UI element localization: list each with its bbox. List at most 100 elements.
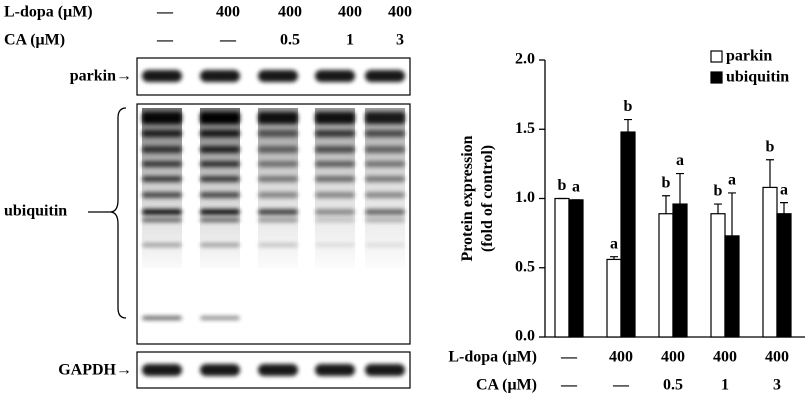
condition-label: 1 [346,32,354,49]
legend-swatch [710,71,723,84]
bar [762,186,778,338]
band [315,243,355,247]
legend-label: parkin [726,48,772,65]
band [142,364,182,376]
band [142,192,182,198]
bar [776,213,792,338]
y-axis-title: Protein expression (fold of control) [459,135,496,261]
row-label: L-dopa (μM) [4,4,93,21]
band [258,161,298,167]
band [200,192,240,198]
bar-chart: 0.0 0.5 1.0 1.5 2.0 Protein expression (fold o… [448,48,805,394]
significance-letter: b [766,138,775,155]
bar [620,131,636,338]
band [258,192,298,198]
x-row-label: L-dopa (μM) [448,349,537,366]
band [258,364,298,376]
band [142,218,182,222]
x-row-label: CA (μM) [476,377,537,394]
band [142,176,182,182]
legend-swatch [710,50,723,63]
panel-label: ubiquitin [4,203,67,220]
condition-label: 400 [388,4,412,21]
band [365,70,405,82]
band [258,146,298,153]
significance-letter: a [780,181,788,198]
significance-letter: b [714,183,723,200]
x-tick-label: 1 [721,377,729,394]
band [142,112,182,124]
band [200,364,240,376]
band [365,364,405,376]
x-tick-label: — [560,377,578,394]
condition-label: 400 [338,4,362,21]
band [315,161,355,167]
band [315,364,355,376]
band [315,209,355,215]
band [315,112,355,124]
brace [109,107,127,319]
band [142,70,182,82]
band [315,218,355,222]
condition-label: — [219,32,237,49]
band [365,112,405,124]
band [200,176,240,182]
condition-label: — [156,32,174,49]
band [142,316,182,320]
band [315,146,355,153]
significance-letter: a [728,172,736,189]
y-tick-label: 1.0 [515,189,535,206]
band [365,218,405,222]
panel-label: parkin→ [70,68,132,85]
y-tick-label: 2.0 [515,51,535,68]
band [142,146,182,153]
western-blot: parkin→ ubiquitin GAPDH→ L-dopa (μM) — 400… [4,4,412,389]
x-tick-label: — [612,377,630,394]
band [258,209,298,215]
bar [710,213,726,338]
error-bar [780,202,788,214]
band [200,112,240,124]
band [258,112,298,124]
y-axis-title-line: (fold of control) [479,145,496,252]
band [315,70,355,82]
bar [672,203,688,338]
significance-letter: a [610,235,618,252]
error-bar [662,195,670,214]
x-tick-label: 400 [661,349,685,366]
error-bar [728,192,736,236]
band [258,70,298,82]
band [315,176,355,182]
band [200,130,240,137]
band [200,316,240,320]
x-tick-label: — [560,349,578,366]
significance-letter: b [558,177,567,194]
y-tick-label: 0.5 [515,258,535,275]
x-tick-label: 400 [609,349,633,366]
condition-label: 400 [278,4,302,21]
significance-letter: b [662,174,671,191]
error-bar [676,172,684,205]
band [258,243,298,247]
band [142,243,182,247]
significance-letter: a [676,152,684,169]
band [200,243,240,247]
error-bar [624,118,632,133]
band [142,161,182,167]
bar [658,213,674,338]
significance-letter: a [572,179,580,196]
band [258,218,298,222]
x-tick-label: 400 [713,349,737,366]
error-bar [610,256,618,260]
band [200,209,240,215]
bar [606,258,622,338]
significance-letter: b [624,98,633,115]
band [258,176,298,182]
band [365,243,405,247]
band [258,130,298,137]
y-tick-label: 0.0 [515,328,535,345]
condition-label: 0.5 [280,32,300,49]
condition-label: 400 [216,4,240,21]
y-tick-label: 1.5 [515,120,535,137]
